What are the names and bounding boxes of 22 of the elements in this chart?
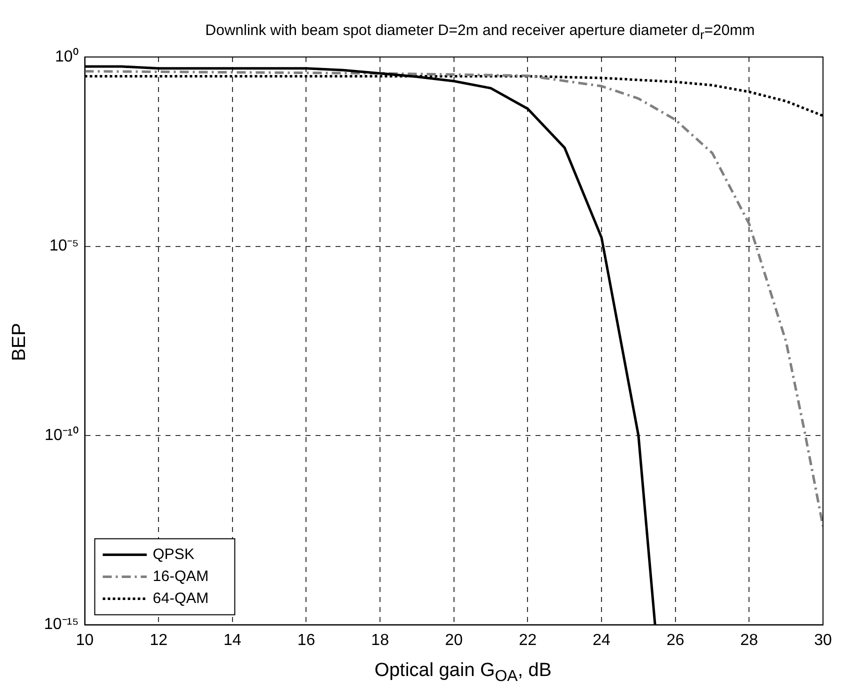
x-axis-title: Optical gain G$_{OA}$, dB: [373, 660, 553, 686]
y-tick-label: 10⁰: [54, 47, 79, 66]
x-tick-label: 18: [371, 632, 390, 649]
y-axis-title: BEP: [9, 322, 31, 362]
y-tick-label: 10⁻¹⁵: [44, 616, 79, 634]
x-tick-label: 26: [666, 632, 684, 649]
chart-title: Downlink with beam spot diameter D=2m and receiver aperture diameter d$_{r}$=20mm: [204, 22, 756, 42]
legend-label: 16-QAM: [152, 568, 209, 585]
x-tick-label: 10: [76, 632, 94, 649]
line-series: [84, 70, 823, 528]
x-tick-label: 12: [150, 632, 168, 649]
x-tick-label: 20: [444, 632, 463, 649]
x-tick-label: 14: [224, 632, 242, 649]
legend-label: QPSK: [152, 546, 194, 563]
x-tick-label: 24: [592, 632, 611, 649]
y-tick-label: 10⁻⁵: [49, 238, 79, 255]
y-tick-label: 10⁻¹⁰: [44, 426, 79, 444]
x-tick-label: 16: [297, 632, 316, 649]
x-tick-label: 22: [518, 632, 537, 649]
x-tick-label: 28: [740, 632, 758, 649]
legend-label: 64-QAM: [152, 590, 209, 607]
x-tick-label: 30: [814, 632, 832, 649]
